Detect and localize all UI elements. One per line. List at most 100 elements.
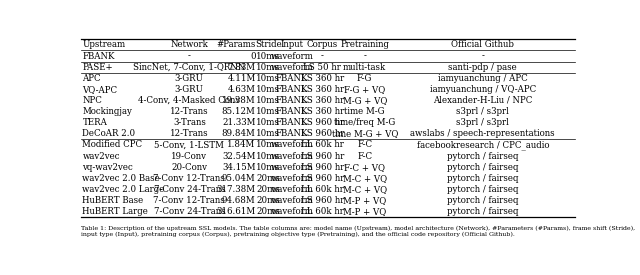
Text: DeCoAR 2.0: DeCoAR 2.0 — [83, 129, 136, 138]
Text: LL 60k hr: LL 60k hr — [301, 141, 344, 150]
Text: HuBERT Large: HuBERT Large — [83, 207, 148, 216]
Text: waveform: waveform — [271, 207, 314, 216]
Text: -: - — [321, 51, 324, 60]
Text: 10ms: 10ms — [256, 85, 280, 94]
Text: M-P + VQ: M-P + VQ — [343, 196, 387, 205]
Text: 12-Trans: 12-Trans — [170, 129, 209, 138]
Text: waveform: waveform — [271, 185, 314, 194]
Text: F-C: F-C — [357, 152, 372, 161]
Text: pytorch / fairseq: pytorch / fairseq — [447, 196, 518, 205]
Text: waveform: waveform — [271, 152, 314, 161]
Text: s3prl / s3prl: s3prl / s3prl — [456, 107, 509, 116]
Text: FBANK: FBANK — [276, 107, 308, 116]
Text: Network: Network — [170, 40, 208, 50]
Text: VQ-APC: VQ-APC — [83, 85, 118, 94]
Text: waveform: waveform — [271, 141, 314, 150]
Text: 20-Conv: 20-Conv — [172, 163, 207, 172]
Text: -: - — [364, 51, 366, 60]
Text: 317.38M: 317.38M — [216, 185, 255, 194]
Text: vq-wav2vec: vq-wav2vec — [83, 163, 133, 172]
Text: 32.54M: 32.54M — [222, 152, 255, 161]
Text: 316.61M: 316.61M — [216, 207, 255, 216]
Text: LS 960 hr: LS 960 hr — [301, 163, 344, 172]
Text: wav2vec 2.0 Large: wav2vec 2.0 Large — [83, 185, 165, 194]
Text: Modified CPC: Modified CPC — [83, 141, 143, 150]
Text: santi-pdp / pase: santi-pdp / pase — [449, 63, 517, 72]
Text: M-G + VQ: M-G + VQ — [342, 96, 387, 105]
Text: LS 960 hr: LS 960 hr — [301, 118, 344, 127]
Text: 10ms: 10ms — [256, 118, 280, 127]
Text: pytorch / fairseq: pytorch / fairseq — [447, 185, 518, 194]
Text: pytorch / fairseq: pytorch / fairseq — [447, 152, 518, 161]
Text: wav2vec 2.0 Base: wav2vec 2.0 Base — [83, 174, 160, 183]
Text: 3-GRU: 3-GRU — [175, 85, 204, 94]
Text: 1.84M: 1.84M — [227, 141, 255, 150]
Text: Corpus: Corpus — [307, 40, 338, 50]
Text: LS 960 hr: LS 960 hr — [301, 129, 344, 138]
Text: wav2vec: wav2vec — [83, 152, 120, 161]
Text: 7-Conv 12-Trans: 7-Conv 12-Trans — [154, 174, 225, 183]
Text: 7-Conv 12-Trans: 7-Conv 12-Trans — [154, 196, 225, 205]
Text: s3prl / s3prl: s3prl / s3prl — [456, 118, 509, 127]
Text: 20ms: 20ms — [257, 196, 280, 205]
Text: PASE+: PASE+ — [83, 63, 113, 72]
Text: #Params: #Params — [216, 40, 255, 50]
Text: LL 60k hr: LL 60k hr — [301, 207, 344, 216]
Text: Stride: Stride — [255, 40, 282, 50]
Text: 5-Conv, 1-LSTM: 5-Conv, 1-LSTM — [154, 141, 224, 150]
Text: LS 960 hr: LS 960 hr — [301, 174, 344, 183]
Text: 85.12M: 85.12M — [222, 107, 255, 116]
Text: 20ms: 20ms — [257, 174, 280, 183]
Text: M-P + VQ: M-P + VQ — [343, 207, 387, 216]
Text: 7-Conv 24-Trans: 7-Conv 24-Trans — [154, 185, 225, 194]
Text: LS 360 hr: LS 360 hr — [301, 74, 344, 83]
Text: 20ms: 20ms — [257, 207, 280, 216]
Text: FBANK: FBANK — [83, 51, 115, 60]
Text: Alexander-H-Liu / NPC: Alexander-H-Liu / NPC — [433, 96, 532, 105]
Text: FBANK: FBANK — [276, 74, 308, 83]
Text: waveform: waveform — [271, 63, 314, 72]
Text: 4.11M: 4.11M — [227, 74, 255, 83]
Text: 4-Conv, 4-Masked Conv: 4-Conv, 4-Masked Conv — [138, 96, 241, 105]
Text: 0: 0 — [250, 51, 255, 60]
Text: 10ms: 10ms — [256, 63, 280, 72]
Text: iamyuanchung / APC: iamyuanchung / APC — [438, 74, 527, 83]
Text: F-G + VQ: F-G + VQ — [344, 85, 385, 94]
Text: waveform: waveform — [271, 51, 314, 60]
Text: facebookresearch / CPC_audio: facebookresearch / CPC_audio — [417, 140, 549, 150]
Text: 12-Trans: 12-Trans — [170, 107, 209, 116]
Text: Upstream: Upstream — [83, 40, 125, 50]
Text: 10ms: 10ms — [256, 163, 280, 172]
Text: FBANK: FBANK — [276, 85, 308, 94]
Text: TERA: TERA — [83, 118, 108, 127]
Text: M-C + VQ: M-C + VQ — [342, 185, 387, 194]
Text: -: - — [188, 51, 191, 60]
Text: 20ms: 20ms — [257, 185, 280, 194]
Text: M-C + VQ: M-C + VQ — [342, 174, 387, 183]
Text: LS 50 hr: LS 50 hr — [303, 63, 341, 72]
Text: F-C: F-C — [357, 141, 372, 150]
Text: 94.68M: 94.68M — [222, 196, 255, 205]
Text: Pretraining: Pretraining — [340, 40, 389, 50]
Text: 95.04M: 95.04M — [222, 174, 255, 183]
Text: HuBERT Base: HuBERT Base — [83, 196, 144, 205]
Text: SincNet, 7-Conv, 1-QRNN: SincNet, 7-Conv, 1-QRNN — [133, 63, 246, 72]
Text: 10ms: 10ms — [256, 129, 280, 138]
Text: pytorch / fairseq: pytorch / fairseq — [447, 163, 518, 172]
Text: pytorch / fairseq: pytorch / fairseq — [447, 174, 518, 183]
Text: NPC: NPC — [83, 96, 102, 105]
Text: waveform: waveform — [271, 196, 314, 205]
Text: 10ms: 10ms — [256, 51, 280, 60]
Text: time M-G + VQ: time M-G + VQ — [332, 129, 398, 138]
Text: FBANK: FBANK — [276, 118, 308, 127]
Text: 19.38M: 19.38M — [222, 96, 255, 105]
Text: 89.84M: 89.84M — [222, 129, 255, 138]
Text: 7.83M: 7.83M — [228, 63, 255, 72]
Text: LS 360 hr: LS 360 hr — [301, 96, 344, 105]
Text: 21.33M: 21.33M — [222, 118, 255, 127]
Text: waveform: waveform — [271, 163, 314, 172]
Text: 10ms: 10ms — [256, 74, 280, 83]
Text: Table 1: Description of the upstream SSL models. The table columns are: model na: Table 1: Description of the upstream SSL… — [81, 226, 636, 237]
Text: LS 960 hr: LS 960 hr — [301, 152, 344, 161]
Text: Input: Input — [281, 40, 304, 50]
